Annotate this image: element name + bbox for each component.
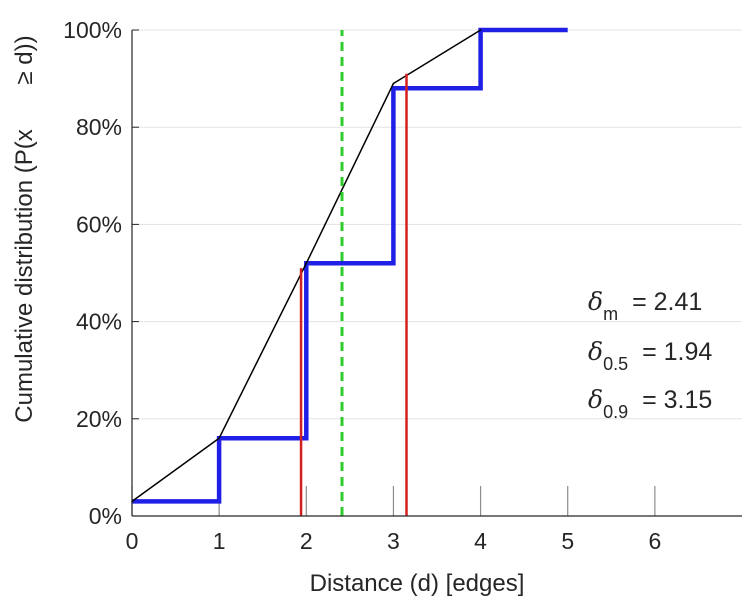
x-tick-label-4: 4 xyxy=(474,528,487,554)
y-tick-label-2: 40% xyxy=(76,309,122,335)
y-axis-title-line-1: Cumulative distribution (P(x xyxy=(11,129,38,422)
series-1-point-1 xyxy=(218,437,220,440)
x-tick-label-6: 6 xyxy=(648,528,661,554)
series-1-point-4 xyxy=(479,29,482,31)
y-tick-label-4: 80% xyxy=(76,114,122,140)
grid-lines xyxy=(132,29,742,420)
y-tick-label-0: 0% xyxy=(89,503,122,529)
plot-area xyxy=(131,27,568,516)
series-1-point-2 xyxy=(305,262,308,265)
annotation-delta-0-9: δ0.9 = 3.15 xyxy=(588,385,712,422)
series-1-point-3 xyxy=(392,82,395,85)
y-tick-label-3: 60% xyxy=(76,211,122,237)
axes xyxy=(131,30,742,517)
annotation-delta-0-5: δ0.5 = 1.94 xyxy=(588,337,712,374)
y-axis-title-line-2: ≥ d)) xyxy=(11,35,38,84)
annotation-box: δm = 2.41 δ0.5 = 1.94 δ0.9 = 3.15 xyxy=(588,287,712,422)
x-tick-label-0: 0 xyxy=(126,528,139,554)
x-tick-label-3: 3 xyxy=(387,528,400,554)
x-tick-label-1: 1 xyxy=(213,528,226,554)
annotation-delta-m: δm = 2.41 xyxy=(588,287,702,324)
y-tick-label-5: 100% xyxy=(63,17,122,43)
x-tick-label-5: 5 xyxy=(561,528,574,554)
y-tick-label-1: 20% xyxy=(76,406,122,432)
x-axis-title: Distance (d) [edges] xyxy=(310,570,525,597)
x-tick-label-2: 2 xyxy=(300,528,313,554)
tick-labels: 0% 20% 40% 60% 80% 100% 0 1 2 3 4 5 6 xyxy=(63,17,661,554)
series-line-0 xyxy=(132,27,568,504)
y-axis-title: Cumulative distribution (P(x ≥ d)) xyxy=(11,35,38,422)
